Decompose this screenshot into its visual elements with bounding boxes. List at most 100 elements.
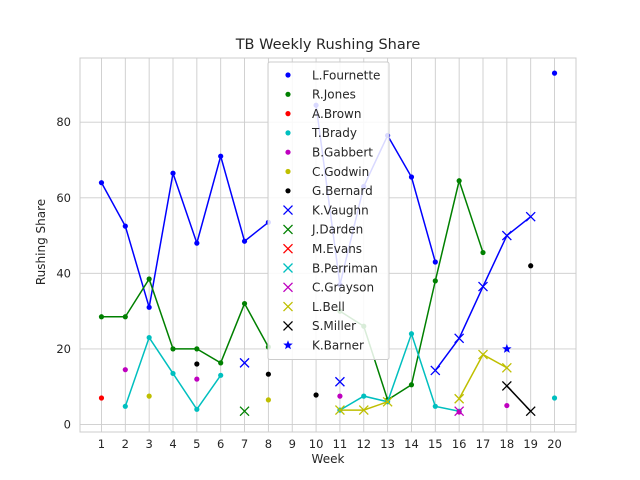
legend-marker [283,205,293,216]
legend-label: R.Jones [312,88,356,102]
data-point [480,249,486,256]
legend-label: G.Bernard [312,184,373,198]
x-tick-label: 1 [98,437,105,451]
data-point [432,278,438,284]
data-point [218,153,224,159]
y-tick-label: 80 [56,115,71,129]
legend-marker [285,188,291,194]
legend-label: C.Godwin [312,165,369,179]
x-tick-label: 3 [145,437,152,451]
x-tick-label: 6 [217,437,224,451]
data-point [239,357,250,368]
x-tick-label: 9 [289,437,296,451]
x-tick-label: 2 [122,437,129,451]
data-point [337,393,343,399]
data-point [358,405,369,416]
x-tick-label: 4 [169,437,176,451]
data-point [501,380,512,391]
series-line [100,153,269,308]
legend-label: M.Evans [312,242,362,256]
data-point [501,230,512,241]
legend-marker [283,224,293,235]
data-point [456,178,462,184]
x-tick-label: 7 [241,437,248,451]
legend: L.Fournette R.Jones A.Brown T.Brady B.Gabber… [267,61,390,360]
data-point [408,382,415,388]
x-tick-label: 5 [193,437,200,451]
legend-label: K.Barner [312,339,364,353]
legend-label: L.Fournette [312,68,380,82]
x-axis-label: Week [312,452,345,466]
data-point [98,314,105,320]
x-tick-label: 14 [404,437,419,451]
data-point [551,70,558,76]
x-tick-label: 13 [380,437,395,451]
y-tick-label: 60 [56,191,71,205]
legend-marker [285,130,291,136]
series-L.Bell [334,349,512,416]
data-point [504,402,510,409]
series-K.Barner [502,343,512,353]
data-point [241,300,248,307]
data-point [194,240,200,246]
series-T.Brady [122,331,558,414]
legend-label: A.Brown [312,107,361,121]
data-point [146,393,152,399]
data-point [98,395,105,401]
data-point [525,406,536,417]
x-tick-label: 15 [428,437,443,451]
data-point [146,276,152,282]
legend-marker [285,111,291,117]
data-point [122,223,128,229]
data-point [194,361,200,367]
x-tick-label: 17 [476,437,491,451]
series-G.Bernard [194,263,534,398]
legend-marker [285,168,291,175]
data-point [432,259,438,265]
data-point [194,406,200,412]
legend-marker [283,263,293,273]
data-point [454,406,465,417]
data-point [239,406,250,417]
data-point [122,367,128,373]
y-tick-label: 40 [56,266,71,280]
data-point [146,304,152,310]
plot-frame [79,57,577,433]
y-tick-label: 20 [56,342,71,356]
legend-marker [283,320,293,331]
legend-label: B.Perriman [312,261,378,275]
data-point [170,346,176,352]
data-point [525,211,536,222]
data-point [265,371,271,377]
data-point [265,397,271,403]
data-point [218,372,224,378]
legend-label: C.Grayson [312,281,374,295]
series-line [339,331,460,412]
x-tick-label: 12 [356,437,371,451]
legend-label: K.Vaughn [312,203,369,217]
data-point [122,314,128,320]
data-point [430,365,441,376]
data-point [194,346,200,352]
data-point [501,362,512,373]
data-point [432,403,438,409]
legend-marker [283,282,293,293]
data-point [502,343,512,353]
y-tick-label: 0 [64,417,71,431]
legend-label: B.Gabbert [312,146,373,160]
x-tick-label: 11 [333,437,348,451]
series-C.Godwin [146,393,271,403]
legend-marker [285,72,291,78]
series-S.Miller [501,380,536,417]
x-tick-label: 8 [265,437,272,451]
legend-box [267,61,390,360]
x-tick-label: 19 [523,437,538,451]
legend-marker [283,301,293,312]
data-point [454,333,465,344]
data-point [122,403,128,409]
data-point [241,238,248,244]
series-line [101,277,270,364]
